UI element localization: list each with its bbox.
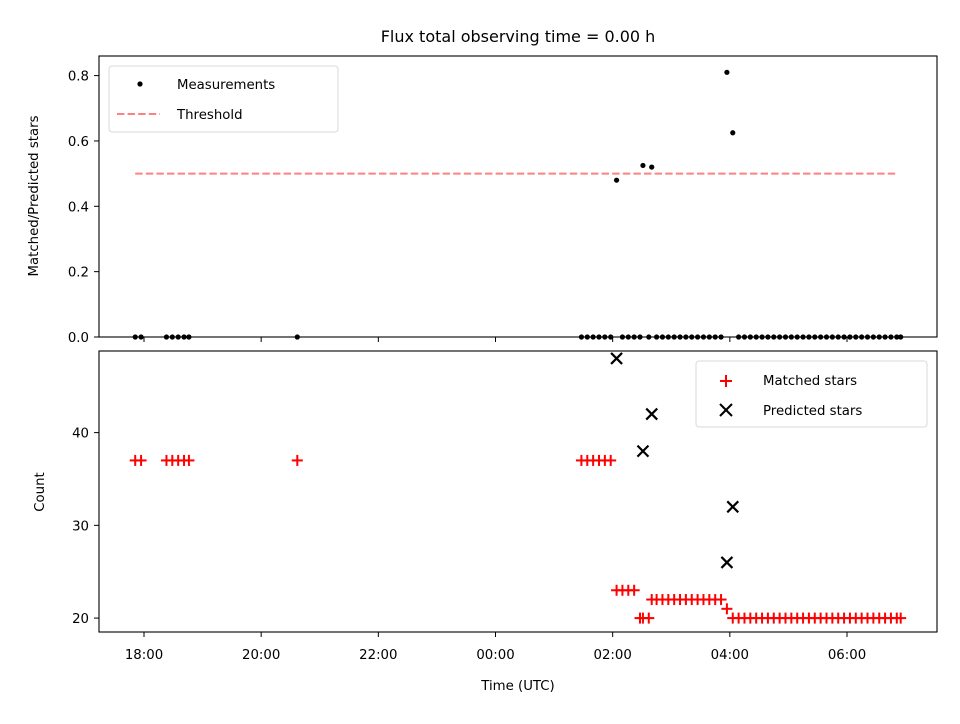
top-y-tick-label: 0.8	[68, 70, 89, 85]
bottom-y-ticks: 20 30 40	[72, 427, 99, 627]
bottom-panel: 20 30 40 Count 18:00 20:00 22:00 00:00 02:00 04…	[33, 350, 938, 694]
measurement-point	[724, 69, 730, 75]
predicted-star-marker	[726, 500, 740, 514]
top-y-tick-label: 0.6	[68, 135, 89, 150]
matched-star-marker	[628, 584, 640, 596]
top-y-tick-label: 0.2	[68, 266, 89, 281]
bottom-y-tick-label: 30	[72, 519, 89, 534]
threshold-legend-label: Threshold	[176, 108, 243, 123]
predicted-star-marker	[645, 407, 659, 421]
matched-star-marker	[291, 454, 303, 466]
top-plot-frame	[98, 55, 938, 338]
top-y-axis-label: Matched/Predicted stars	[27, 115, 42, 276]
bottom-plot-frame	[98, 350, 938, 633]
top-x-ticks	[143, 337, 848, 342]
predicted-star-marker	[610, 352, 623, 365]
top-legend: Measurements Threshold	[108, 65, 339, 133]
x-tick-label: 20:00	[242, 648, 280, 663]
bottom-y-tick-label: 40	[72, 427, 89, 442]
matched-star-marker	[135, 454, 147, 466]
x-tick-label: 04:00	[711, 648, 749, 663]
x-tick-label: 18:00	[125, 648, 163, 663]
measurements-legend-marker	[137, 81, 143, 87]
matched-star-marker	[895, 612, 907, 624]
chart-title: Flux total observing time = 0.00 h	[381, 27, 656, 46]
x-axis-label: Time (UTC)	[480, 679, 555, 694]
matched-stars-legend-marker	[720, 375, 732, 387]
x-tick-label: 06:00	[828, 648, 866, 663]
predicted-star-marker	[636, 444, 650, 458]
top-y-tick-label: 0.4	[68, 200, 89, 215]
top-legend-box	[108, 65, 339, 133]
matched-star-marker	[721, 603, 733, 615]
matched-star-marker	[183, 454, 195, 466]
predicted-stars-points	[610, 352, 740, 569]
top-y-ticks: 0.0 0.2 0.4 0.6 0.8	[68, 70, 99, 346]
top-panel: Flux total observing time = 0.00 h 0.00.…	[27, 27, 938, 346]
matched-star-marker	[715, 594, 727, 606]
measurements-legend-label: Measurements	[177, 78, 275, 93]
measurement-point	[640, 162, 646, 169]
bottom-legend: Matched stars Predicted stars	[695, 360, 928, 428]
matched-stars-points	[129, 454, 907, 624]
measurement-point	[613, 177, 620, 183]
x-tick-label: 22:00	[359, 648, 397, 663]
predicted-star-marker	[720, 556, 734, 569]
measurement-point	[649, 164, 655, 170]
top-y-tick-label: 0.0	[68, 331, 89, 346]
bottom-x-ticks: 18:00 20:00 22:00 00:00 02:00 04:00 06:00	[125, 632, 866, 663]
matched-stars-legend-label: Matched stars	[763, 374, 857, 389]
bottom-legend-box	[695, 360, 928, 428]
predicted-stars-legend-label: Predicted stars	[763, 404, 862, 419]
x-tick-label: 00:00	[476, 648, 514, 663]
predicted-stars-legend-marker	[719, 403, 733, 417]
measurement-point	[730, 130, 736, 136]
x-tick-label: 02:00	[594, 648, 632, 663]
matched-star-marker	[643, 612, 655, 624]
bottom-y-tick-label: 20	[72, 612, 89, 627]
matched-star-marker	[605, 454, 617, 466]
bottom-y-axis-label: Count	[33, 472, 48, 512]
